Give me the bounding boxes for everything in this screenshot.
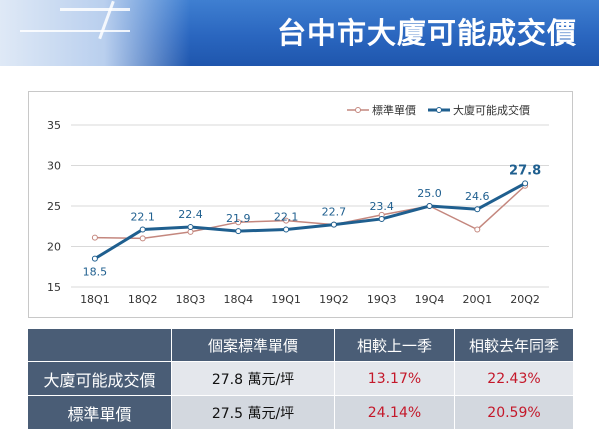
data-label: 22.7 — [322, 206, 347, 219]
table-header-qoq: 相較上一季 — [334, 328, 455, 362]
x-tick-label: 18Q1 — [80, 293, 110, 306]
y-tick-label: 30 — [47, 160, 61, 173]
x-tick-label: 20Q1 — [462, 293, 492, 306]
chart-container: 15 20 25 30 35 18Q1 18Q2 18Q3 18Q4 19Q1 19Q2 19Q3 19… — [28, 91, 573, 318]
data-label: 27.8 — [509, 163, 541, 178]
legend-label: 標準單價 — [372, 103, 416, 117]
table-header-blank — [27, 328, 172, 362]
x-tick-label: 18Q3 — [176, 293, 206, 306]
data-label: 24.6 — [465, 190, 490, 203]
table-header-row: 個案標準單價 相較上一季 相較去年同季 — [27, 328, 574, 362]
page-title: 台中市大廈可能成交價 — [276, 16, 577, 50]
data-point — [426, 203, 433, 209]
row-label: 標準單價 — [27, 395, 172, 430]
data-label: 22.1 — [274, 210, 299, 223]
yoy-cell: 20.59% — [454, 395, 574, 430]
data-point — [283, 217, 290, 224]
x-tick-label: 18Q2 — [128, 293, 158, 306]
x-tick-label: 19Q1 — [271, 293, 301, 306]
data-point — [139, 235, 146, 242]
qoq-cell: 13.17% — [334, 361, 455, 396]
data-label: 22.1 — [130, 210, 155, 223]
title-banner: 台中市大廈可能成交價 — [0, 0, 599, 66]
data-point — [91, 255, 98, 262]
data-point — [283, 226, 290, 233]
data-point — [474, 206, 481, 213]
line-chart: 15 20 25 30 35 18Q1 18Q2 18Q3 18Q4 19Q1 19Q2 19Q3 19… — [47, 103, 549, 306]
y-tick-label: 20 — [47, 241, 61, 254]
data-point — [235, 228, 242, 235]
data-point — [91, 234, 98, 241]
data-point — [139, 226, 146, 233]
y-tick-label: 25 — [47, 200, 61, 213]
data-point — [235, 219, 242, 226]
legend-marker — [436, 107, 442, 113]
table-row: 大廈可能成交價 27.8 萬元/坪 13.17% 22.43% — [27, 361, 574, 396]
data-label: 25.0 — [417, 187, 442, 200]
legend-marker — [355, 107, 361, 113]
summary-table: 個案標準單價 相較上一季 相較去年同季 大廈可能成交價 27.8 萬元/坪 13… — [27, 328, 574, 430]
legend-label: 大廈可能成交價 — [453, 103, 530, 117]
table-header-yoy: 相較去年同季 — [454, 328, 574, 362]
x-tick-label: 20Q2 — [510, 293, 540, 306]
x-tick-label: 18Q4 — [223, 293, 253, 306]
x-tick-label: 19Q2 — [319, 293, 349, 306]
table-header-price: 個案標準單價 — [171, 328, 335, 362]
banner-map-graphic — [0, 0, 190, 66]
data-point — [187, 228, 194, 235]
price-cell: 27.5 萬元/坪 — [171, 395, 335, 430]
table-row: 標準單價 27.5 萬元/坪 24.14% 20.59% — [27, 395, 574, 430]
data-point — [330, 221, 337, 228]
qoq-cell: 24.14% — [334, 395, 455, 430]
x-tick-label: 19Q4 — [415, 293, 445, 306]
yoy-cell: 22.43% — [454, 361, 574, 396]
data-point — [522, 180, 529, 187]
x-tick-label: 19Q3 — [367, 293, 397, 306]
data-label: 23.4 — [369, 200, 394, 213]
data-label: 18.5 — [83, 266, 108, 279]
data-point — [474, 226, 481, 233]
y-tick-label: 35 — [47, 119, 61, 132]
data-point — [378, 215, 385, 222]
series-line — [94, 182, 526, 260]
data-label: 22.4 — [178, 208, 203, 221]
y-tick-label: 15 — [47, 281, 61, 294]
data-point — [187, 224, 194, 231]
data-label: 21.9 — [226, 212, 251, 225]
price-cell: 27.8 萬元/坪 — [171, 361, 335, 396]
row-label: 大廈可能成交價 — [27, 361, 172, 396]
series-line — [94, 185, 526, 240]
